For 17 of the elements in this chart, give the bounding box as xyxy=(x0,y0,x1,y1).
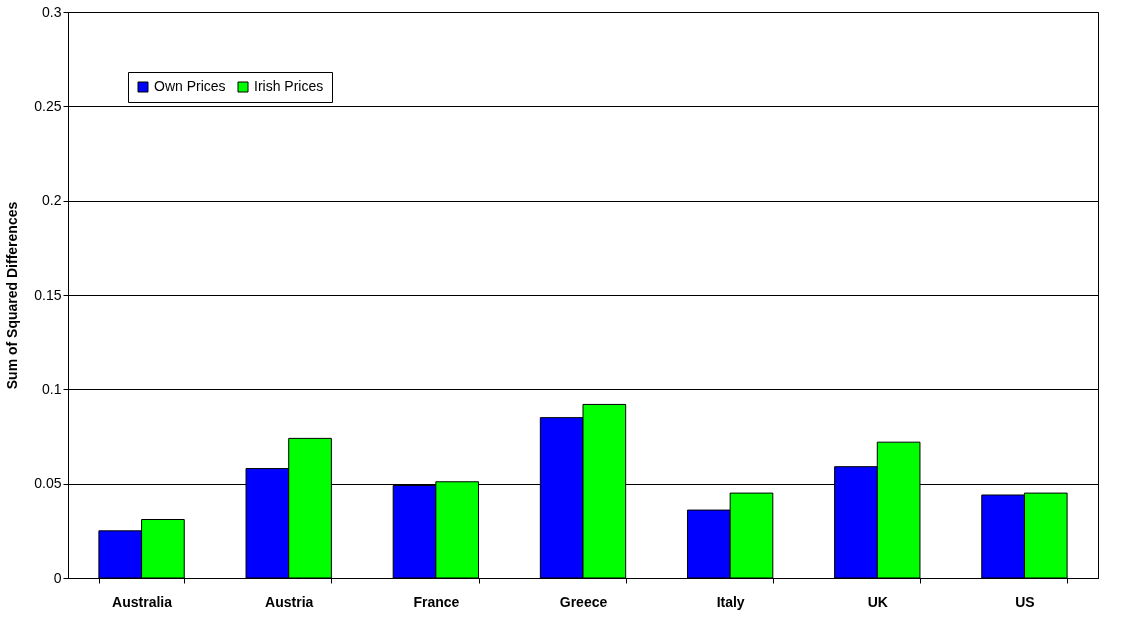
y-tick-label: 0 xyxy=(53,569,62,586)
y-tick-label: 0.25 xyxy=(34,97,62,114)
x-tick-label: Italy xyxy=(716,593,745,610)
x-tick-label: Austria xyxy=(265,593,314,610)
x-tick-label: UK xyxy=(867,593,888,610)
y-axis-title: Sum of Squared Differences xyxy=(4,201,21,390)
x-tick-label: Australia xyxy=(112,593,173,610)
x-tick-label: Greece xyxy=(559,593,608,610)
y-tick-label: 0.2 xyxy=(42,192,62,209)
y-tick-label: 0.05 xyxy=(34,475,62,492)
y-tick-label: 0.1 xyxy=(42,380,62,397)
y-tick-label: 0.3 xyxy=(42,3,62,20)
legend-label: Own Prices xyxy=(154,78,226,94)
x-tick-label: France xyxy=(413,593,460,610)
legend-label: Irish Prices xyxy=(254,78,324,94)
x-tick-label: US xyxy=(1015,593,1035,610)
y-tick-label: 0.15 xyxy=(34,286,62,303)
